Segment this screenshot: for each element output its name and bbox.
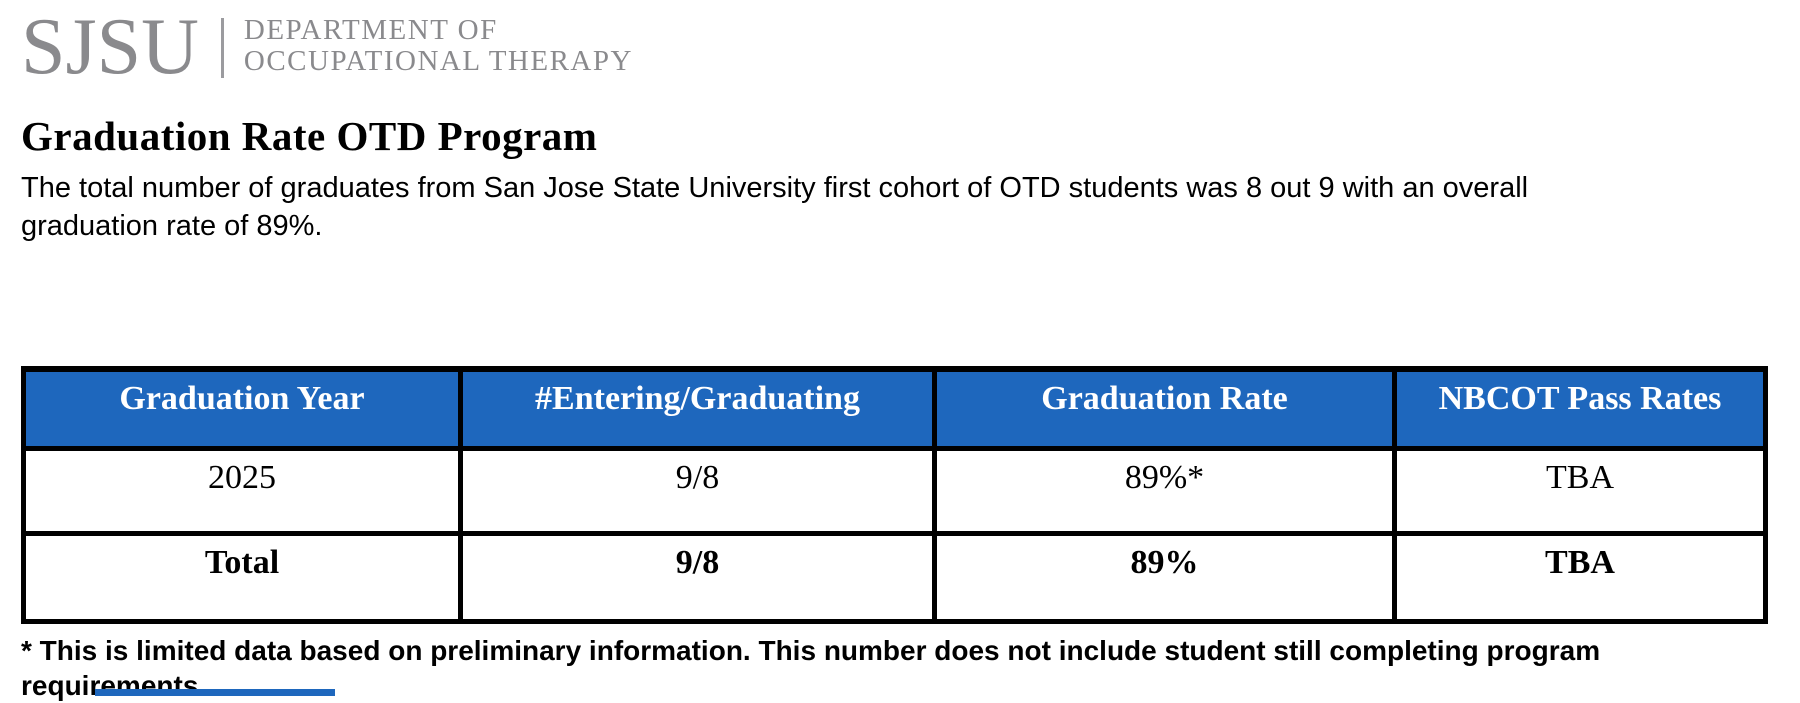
- header-graduation-rate: Graduation Rate: [932, 365, 1397, 452]
- graduation-rate-table: Graduation Year #Entering/Graduating Gra…: [21, 365, 1768, 625]
- cell-graduation-rate: 89%*: [932, 446, 1397, 537]
- cell-entering-graduating: 9/8: [458, 446, 937, 537]
- sjsu-logo: SJSU DEPARTMENT OF OCCUPATIONAL THERAPY: [21, 3, 1800, 91]
- page-title: Graduation Rate OTD Program: [21, 113, 598, 160]
- cell-total-nbcot: TBA: [1392, 531, 1768, 625]
- intro-paragraph: The total number of graduates from San J…: [21, 172, 1529, 243]
- cell-nbcot: TBA: [1392, 446, 1768, 537]
- table-total-row: Total 9/8 89% TBA: [21, 531, 1768, 625]
- department-name: DEPARTMENT OF OCCUPATIONAL THERAPY: [244, 12, 633, 77]
- sjsu-wordmark: SJSU: [21, 3, 199, 91]
- table-row: 2025 9/8 89%* TBA: [21, 446, 1768, 537]
- cell-year: 2025: [21, 446, 463, 537]
- department-line-2: OCCUPATIONAL THERAPY: [243, 45, 633, 78]
- footnote: * This is limited data based on prelimin…: [21, 635, 1601, 702]
- cell-total-graduation-rate: 89%: [932, 531, 1397, 625]
- cell-total-label: Total: [21, 531, 463, 625]
- logo-divider: [220, 18, 224, 78]
- partial-next-table-strip: [95, 689, 335, 696]
- cell-total-entering-graduating: 9/8: [458, 531, 937, 625]
- header-graduation-year: Graduation Year: [21, 365, 463, 452]
- header-nbcot-pass-rates: NBCOT Pass Rates: [1392, 365, 1768, 452]
- department-line-1: DEPARTMENT OF: [243, 14, 498, 46]
- header-entering-graduating: #Entering/Graduating: [458, 365, 937, 452]
- table-header-row: Graduation Year #Entering/Graduating Gra…: [21, 365, 1768, 452]
